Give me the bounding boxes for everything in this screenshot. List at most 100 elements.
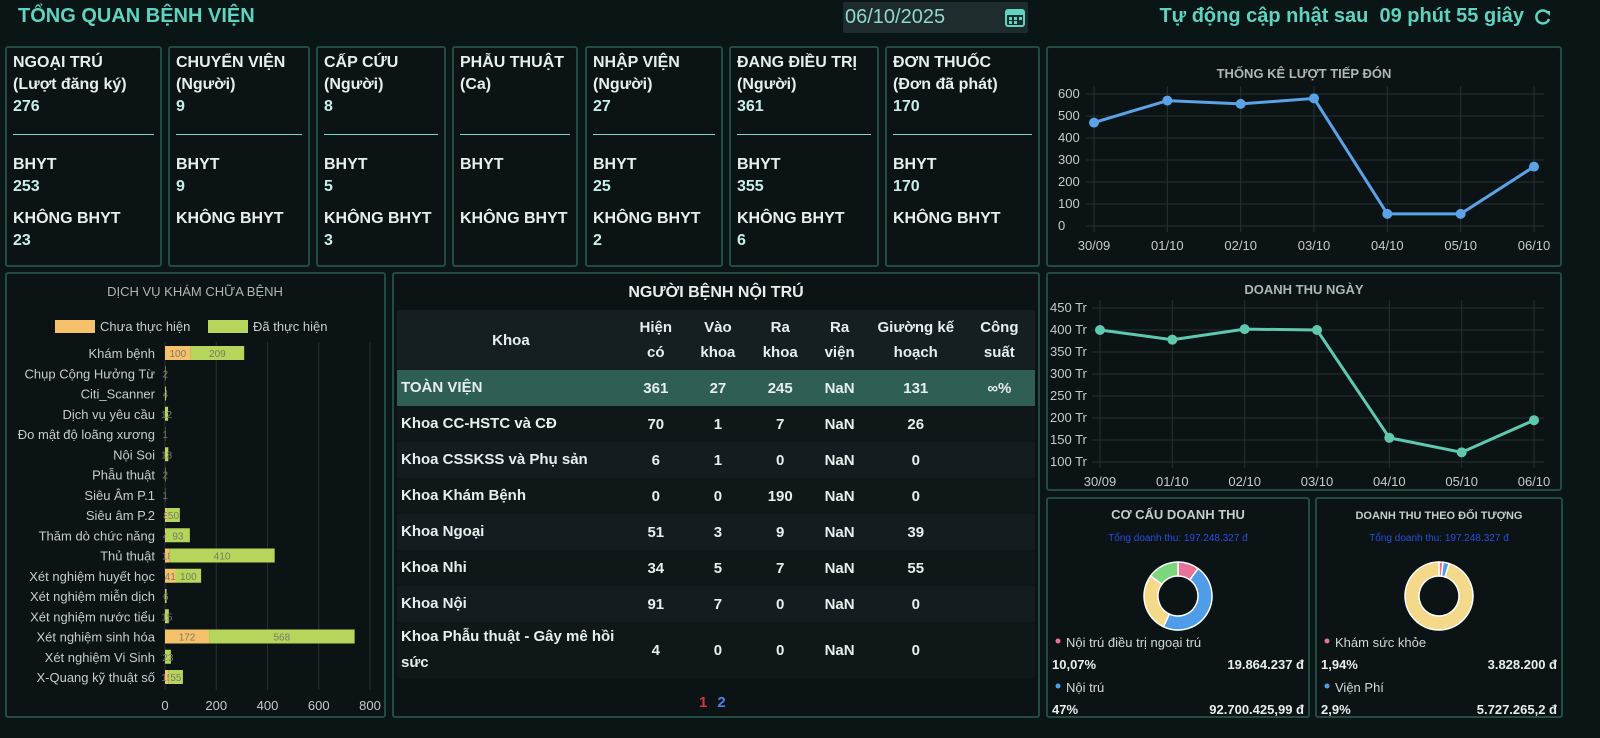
card-total: 170 [893,98,920,115]
header-cell: Giường kế hoạch [877,319,955,361]
bar-value-label: 1 [162,491,168,502]
cell: 9 [776,523,785,541]
cell: 1 [713,415,723,433]
cell: 7 [776,559,785,577]
table-row: Khoa Nhi 34 5 7 NaN 55 [397,550,1035,586]
bar-value-label: 6 [163,592,169,603]
page-link[interactable]: 1 [699,694,708,711]
department-cell: Khoa CSSKSS và Phụ sản [401,451,588,468]
date-picker[interactable]: 06/10/2025 [843,2,1028,33]
department-cell: TOÀN VIỆN [401,379,483,396]
cell: 51 [647,523,665,541]
cell: 55 [907,559,925,577]
chart: THỐNG KÊ LƯỢT TIẾP ĐÓN 0 100 200 300 400 500 60… [1058,66,1550,253]
y-tick-label: 150 Tr [1050,432,1088,447]
cell: NaN [824,595,855,613]
bar-segment [165,629,210,644]
x-tick-label: 03/10 [1301,474,1334,489]
stat-card: ĐANG ĐIỀU TRỊ (Người) 361 BHYT 355 KHÔNG BHYT… [729,46,879,267]
table-title: NGƯỜI BỆNH NỘI TRÚ [628,284,804,301]
y-tick-label: 300 Tr [1050,366,1088,381]
table-row: Khoa Nội 91 7 0 NaN 0 [397,586,1035,622]
legend-label: Đã thực hiện [253,319,327,334]
point [1382,208,1393,219]
bhyt-value: 9 [176,178,185,195]
y-tick-label: Xét nghiệm Vi Sinh [45,650,155,665]
point [1089,117,1099,128]
chart-title: DOANH THU NGÀY [1244,282,1363,297]
countdown: 09 phút 55 giây [1379,5,1525,27]
bar-value-label: 172 [179,633,196,644]
legend-swatch [55,320,95,333]
department-cell: Khoa Nội [401,595,467,612]
calendar-icon[interactable] [1005,6,1025,28]
y-tick-label: Dịch vụ yêu cầu [63,407,156,422]
card-title: ĐANG ĐIỀU TRỊ [737,54,857,71]
bar-segment [165,649,171,664]
x-tick-label: 0 [161,698,168,713]
cell: 34 [647,559,665,577]
cell: 190 [767,487,793,505]
y-tick-label: 100 [1058,196,1080,211]
card-total: 276 [13,98,40,115]
cell: NaN [824,523,855,541]
non-bhyt-label: KHÔNG BHYT [176,210,284,227]
page-title: TỔNG QUAN BỆNH VIỆN [18,5,255,27]
bar-value-label: 18 [162,552,174,563]
cell [964,586,1035,622]
point [1529,161,1539,172]
bhyt-label: BHYT [893,156,937,173]
pie-chart-panel: CƠ CẤU DOANH THU Tổng doanh thu: 197.248.… [1046,497,1310,718]
point [1167,334,1178,345]
slice-percent: 1,94% [1321,657,1358,672]
slice-amount: 19.864.237 đ [1227,657,1304,672]
non-bhyt-label: KHÔNG BHYT [324,210,432,227]
y-tick-label: 300 [1058,152,1080,167]
chart: DOANH THU NGÀY 100 Tr 150 Tr 200 Tr 250 Tr 30… [1050,282,1551,489]
point [1235,98,1246,109]
y-tick-label: Nội Soi [113,447,155,462]
bhyt-label: BHYT [13,156,57,173]
y-tick-label: Khám bệnh [89,346,156,361]
y-tick-label: Thăm dò chức năng [39,528,155,543]
card-total: 27 [593,98,611,115]
cell: 0 [651,487,660,505]
x-tick-label: 01/10 [1156,474,1189,489]
card-unit: (Người) [176,76,236,93]
y-tick-label: 250 Tr [1050,388,1088,403]
bar-segment [175,568,202,583]
header-row: Khoa Hiện có Vào khoa Ra khoa Ra viện Giường … [397,310,1035,370]
page-link[interactable]: 2 [717,694,726,711]
bar-segment [165,346,191,360]
x-tick-label: 06/10 [1518,474,1551,489]
legend-dot [1055,638,1061,644]
header-cell: Khoa [492,331,530,349]
refresh-icon[interactable] [1534,8,1552,26]
non-bhyt-value: 23 [13,232,31,249]
non-bhyt-label: KHÔNG BHYT [593,210,701,227]
bhyt-label: BHYT [737,156,781,173]
chart: DOANH THU THEO ĐỐI TƯỢNG Tổng doanh thu: … [1321,508,1557,716]
cell: 26 [907,415,925,433]
card-title: NGOẠI TRÚ [13,54,103,71]
x-tick-label: 03/10 [1298,238,1331,253]
cell: 1 [713,451,723,469]
table-row: Khoa CC-HSTC và CĐ 70 1 7 NaN 26 [397,406,1035,442]
pie-slice [1404,561,1474,631]
card-title: CẤP CỨU [324,54,399,71]
bar-segment [165,467,166,482]
legend-swatch [208,320,248,333]
bar-segment [167,508,180,522]
x-tick-label: 02/10 [1228,474,1261,489]
stat-card: CẤP CỨU (Người) 8 BHYT 5 KHÔNG BHYT 3 [316,46,446,267]
card-total: 8 [324,98,333,115]
y-tick-label: Siêu âm P.2 [86,508,155,523]
y-tick-label: Xét nghiệm sinh hóa [36,630,155,645]
cell [964,442,1035,478]
cell: 245 [767,379,793,397]
bar-value-label: 41 [165,572,177,583]
cell: 361 [643,379,669,397]
bar-value-label: 2 [162,471,168,482]
point [1239,324,1250,335]
